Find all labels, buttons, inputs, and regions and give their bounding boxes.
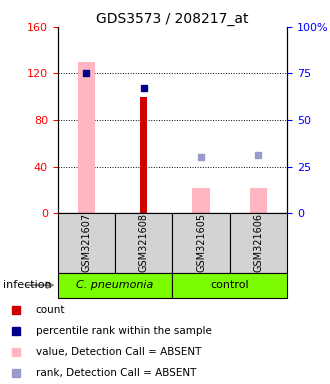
Bar bbox=[58, 273, 172, 298]
Text: GSM321608: GSM321608 bbox=[139, 214, 149, 272]
Bar bbox=[192, 187, 210, 213]
Text: count: count bbox=[36, 305, 65, 315]
Bar bbox=[172, 273, 287, 298]
Bar bbox=[115, 213, 172, 273]
Text: GSM321607: GSM321607 bbox=[82, 214, 91, 272]
Title: GDS3573 / 208217_at: GDS3573 / 208217_at bbox=[96, 12, 249, 26]
Bar bbox=[230, 213, 287, 273]
Bar bbox=[78, 62, 95, 213]
Text: GSM321606: GSM321606 bbox=[253, 214, 263, 272]
Text: rank, Detection Call = ABSENT: rank, Detection Call = ABSENT bbox=[36, 368, 196, 379]
Text: control: control bbox=[211, 280, 249, 290]
Text: GSM321605: GSM321605 bbox=[196, 214, 206, 272]
Text: infection: infection bbox=[3, 280, 52, 290]
Bar bbox=[58, 213, 115, 273]
Text: percentile rank within the sample: percentile rank within the sample bbox=[36, 326, 212, 336]
Bar bbox=[172, 213, 230, 273]
Bar bbox=[140, 97, 147, 213]
Text: value, Detection Call = ABSENT: value, Detection Call = ABSENT bbox=[36, 347, 201, 358]
Text: C. pneumonia: C. pneumonia bbox=[77, 280, 154, 290]
Bar bbox=[250, 187, 267, 213]
